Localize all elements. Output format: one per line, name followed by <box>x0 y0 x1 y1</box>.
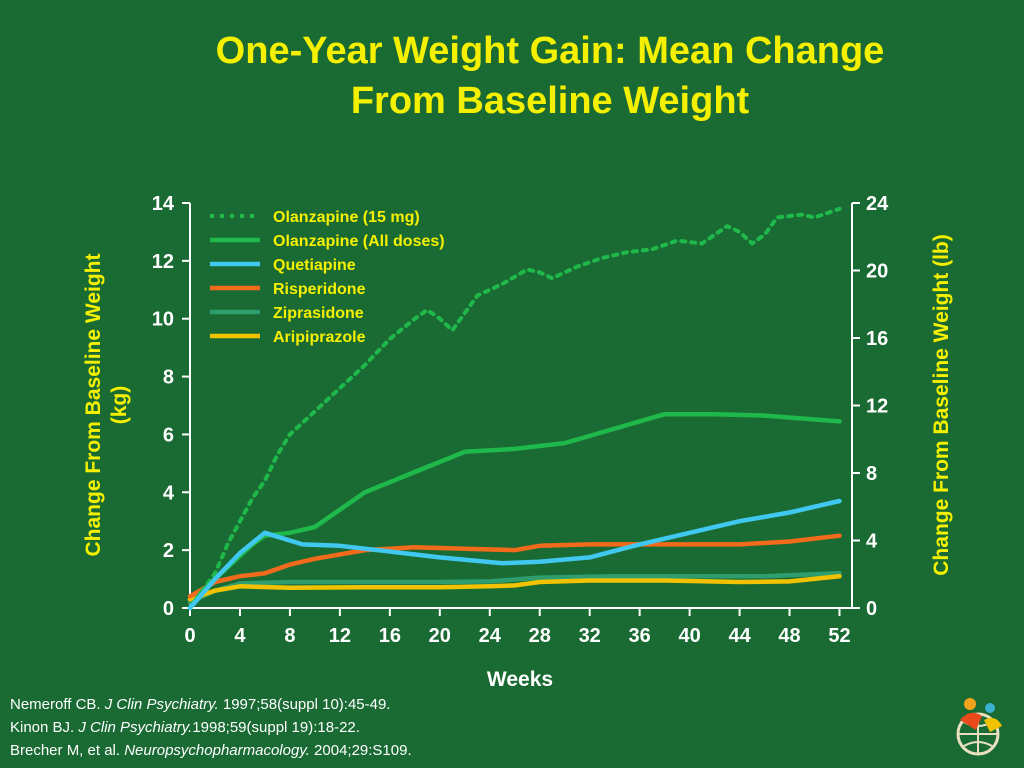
organization-logo <box>956 698 1002 756</box>
legend-label-olanzapine-15-mg: Olanzapine (15 mg) <box>273 209 420 226</box>
x-tick-label: 40 <box>678 625 700 647</box>
reference-1-journal: J Clin Psychiatry. <box>104 696 219 713</box>
x-tick-label: 44 <box>728 625 751 647</box>
x-tick-label: 36 <box>629 625 651 647</box>
y-tick-label-left: 8 <box>163 367 174 389</box>
y-axis-label-left-line2: (kg) <box>108 386 131 425</box>
y-tick-label-left: 14 <box>152 193 175 215</box>
reference-3-journal: Neuropsychopharmacology. <box>124 742 310 759</box>
x-tick-label: 48 <box>778 625 800 647</box>
y-tick-label-left: 2 <box>163 540 174 562</box>
reference-1-author: Nemeroff CB. <box>10 696 105 713</box>
y-tick-label-right: 0 <box>866 598 877 620</box>
y-tick-label-right: 16 <box>866 328 888 350</box>
x-tick-label: 20 <box>429 625 451 647</box>
y-tick-label-left: 12 <box>152 251 174 273</box>
x-tick-label: 16 <box>379 625 401 647</box>
x-tick-label: 52 <box>828 625 850 647</box>
y-tick-label-right: 4 <box>866 531 878 553</box>
x-axis-label: Weeks <box>487 668 553 690</box>
title-line-1: One-Year Weight Gain: Mean Change <box>215 30 885 72</box>
title-line-2: From Baseline Weight <box>350 80 750 122</box>
x-tick-label: 32 <box>579 625 601 647</box>
x-tick-label: 28 <box>529 625 551 647</box>
slide-title: One-Year Weight Gain: Mean Change From B… <box>80 26 1020 126</box>
y-axis-label-left: Change From Baseline Weight (kg) <box>82 254 131 557</box>
series-line-aripiprazole <box>187 573 842 602</box>
x-tick-label: 12 <box>329 625 351 647</box>
series-line-ziprasidone <box>187 571 842 605</box>
x-tick-label: 8 <box>284 625 295 647</box>
series-line-olanzapine-15-mg <box>188 206 842 610</box>
reference-2: Kinon BJ. J Clin Psychiatry.1998;59(supp… <box>10 716 412 739</box>
y-tick-label-right: 8 <box>866 463 877 485</box>
reference-2-details: 1998;59(suppl 19):18-22. <box>192 719 360 736</box>
y-axis-label-left-line1: Change From Baseline Weight <box>82 254 105 557</box>
legend: Olanzapine (15 mg) Olanzapine (All doses)… <box>210 209 445 346</box>
x-tick-label: 24 <box>479 625 502 647</box>
y-tick-label-right: 20 <box>866 261 888 283</box>
y-tick-label-left: 6 <box>163 424 174 446</box>
y-axis-label-right: Change From Baseline Weight (lb) <box>930 234 953 575</box>
references: Nemeroff CB. J Clin Psychiatry. 1997;58(… <box>10 693 412 762</box>
series-layer <box>187 206 842 611</box>
legend-label-olanzapine-all-doses: Olanzapine (All doses) <box>273 233 445 250</box>
reference-3-details: 2004;29:S109. <box>309 742 412 759</box>
reference-3: Brecher M, et al. Neuropsychopharmacolog… <box>10 739 412 762</box>
reference-2-author: Kinon BJ. <box>10 719 79 736</box>
series-line-risperidone <box>187 533 842 599</box>
reference-1-details: 1997;58(suppl 10):45-49. <box>218 696 391 713</box>
legend-label-aripiprazole: Aripiprazole <box>273 329 366 346</box>
legend-label-risperidone: Risperidone <box>273 281 366 298</box>
legend-label-ziprasidone: Ziprasidone <box>273 305 364 322</box>
y-tick-label-right: 12 <box>866 396 888 418</box>
y-tick-label-left: 4 <box>163 482 175 504</box>
y-tick-label-right: 24 <box>866 193 889 215</box>
series-line-quetiapine <box>187 498 842 611</box>
x-tick-label: 4 <box>234 625 246 647</box>
reference-3-author: Brecher M, et al. <box>10 742 125 759</box>
legend-label-quetiapine: Quetiapine <box>273 257 356 274</box>
y-tick-label-left: 10 <box>152 309 174 331</box>
reference-1: Nemeroff CB. J Clin Psychiatry. 1997;58(… <box>10 693 412 716</box>
y-tick-label-left: 0 <box>163 598 174 620</box>
x-tick-label: 0 <box>184 625 195 647</box>
reference-2-journal: J Clin Psychiatry. <box>78 719 193 736</box>
